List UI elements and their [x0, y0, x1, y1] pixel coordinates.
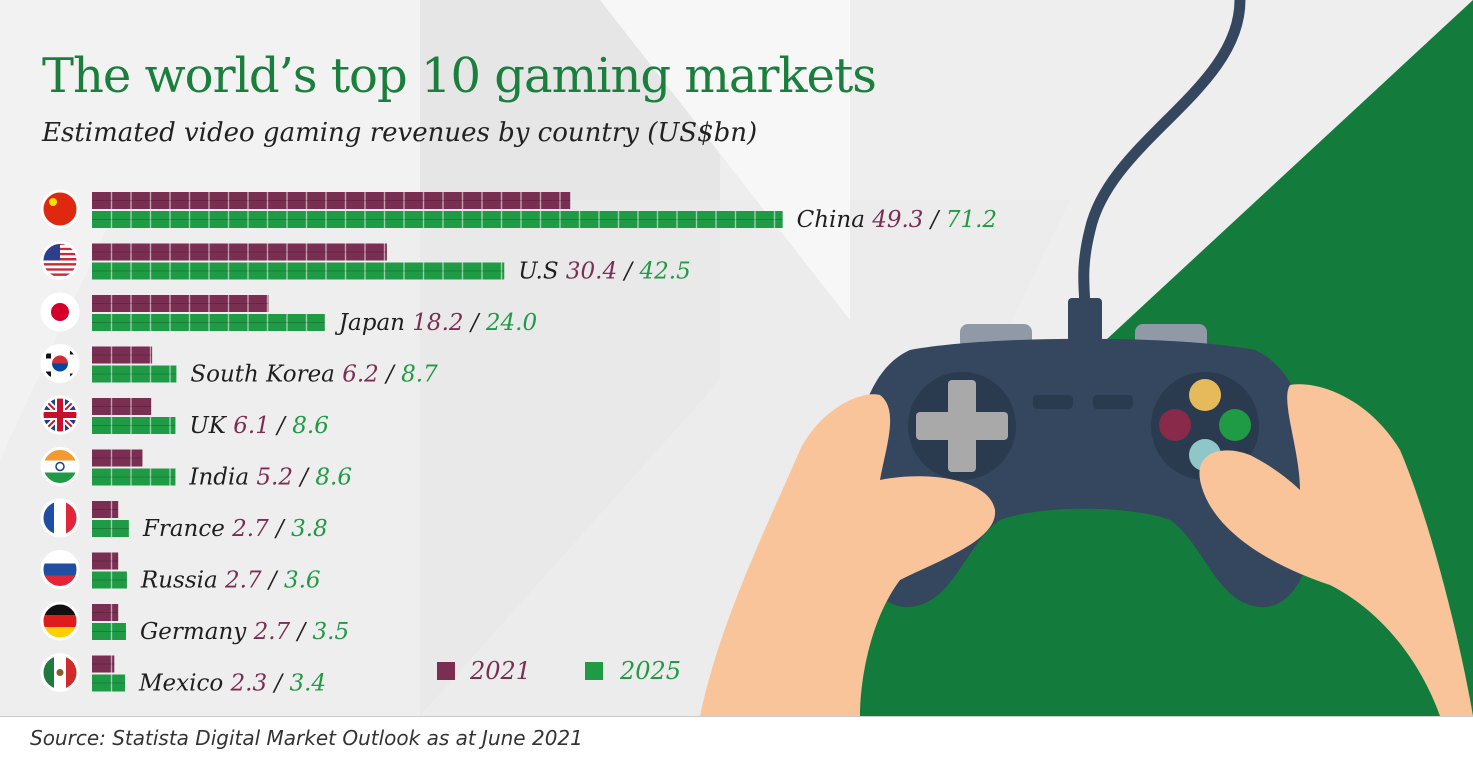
value-separator: /	[293, 465, 315, 491]
value-2025-label: 3.6	[284, 568, 321, 594]
mexico-flag-icon	[40, 653, 80, 692]
value-separator: /	[617, 259, 639, 285]
bar-2021-2	[92, 295, 269, 312]
country-label-0: China 49.3 / 71.2	[797, 207, 997, 233]
value-separator: /	[464, 310, 486, 336]
germany-flag-icon	[40, 601, 80, 641]
bar-2021-7	[92, 552, 119, 570]
infographic: The world’s top 10 gaming markets Estima…	[0, 0, 1473, 716]
uk-flag-icon	[40, 395, 80, 435]
country-name: UK	[189, 413, 233, 439]
china-flag-icon	[40, 189, 80, 229]
value-2021-label: 6.2	[342, 362, 379, 388]
bar-2025-9	[92, 674, 125, 692]
japan-flag-icon	[40, 292, 80, 332]
value-separator: /	[262, 568, 284, 594]
legend-swatch-2021	[437, 662, 455, 680]
bar-2021-0	[92, 192, 571, 209]
bar-2025-1	[92, 262, 505, 280]
bar-2021-4	[92, 398, 152, 415]
value-2021-label: 2.3	[230, 671, 268, 697]
country-label-5: India 5.2 / 8.6	[188, 465, 352, 491]
value-2021-label: 2.7	[231, 516, 269, 542]
bar-2025-7	[92, 571, 127, 589]
bar-2021-9	[92, 655, 115, 673]
value-2025-label: 8.6	[292, 413, 329, 439]
bar-2025-2	[92, 314, 325, 331]
us-flag-icon	[40, 241, 80, 280]
controller-cable	[1078, 0, 1246, 316]
country-label-4: UK 6.1 / 8.6	[189, 413, 328, 439]
value-2025-label: 8.6	[315, 465, 352, 491]
bar-2025-0	[92, 211, 783, 228]
legend-label-2021: 2021	[469, 657, 531, 685]
value-2021-label: 2.7	[224, 568, 262, 594]
value-2021-label: 6.1	[233, 413, 270, 439]
value-2025-label: 3.8	[291, 516, 328, 542]
bar-2025-3	[92, 365, 177, 383]
value-2025-label: 42.5	[639, 259, 691, 285]
india-flag-icon	[40, 447, 80, 486]
value-separator: /	[379, 362, 401, 388]
russia-flag-icon	[40, 550, 80, 589]
country-label-3: South Korea 6.2 / 8.7	[190, 362, 438, 388]
bar-chart: China 49.3 / 71.2 U.S 30.4 / 42.5 Japan 18…	[40, 189, 997, 697]
value-separator: /	[923, 207, 945, 233]
bar-2025-5	[92, 468, 176, 486]
france-flag-icon	[40, 498, 80, 538]
value-2021-label: 18.2	[412, 310, 463, 336]
left-hand-illustration	[700, 394, 996, 716]
bar-2021-8	[92, 604, 119, 621]
value-2021-label: 49.3	[871, 207, 923, 233]
bar-2021-6	[92, 501, 119, 518]
country-name: India	[188, 465, 256, 491]
value-2025-label: 24.0	[485, 310, 537, 336]
value-2025-label: 3.5	[313, 619, 350, 645]
country-name: South Korea	[190, 362, 342, 388]
country-label-8: Germany 2.7 / 3.5	[140, 619, 349, 645]
value-2025-label: 71.2	[946, 207, 997, 233]
south-korea-flag-icon	[40, 344, 80, 383]
value-2025-label: 8.7	[401, 362, 438, 388]
bar-2025-6	[92, 520, 129, 537]
country-name: France	[142, 516, 232, 542]
country-name: Germany	[140, 619, 254, 645]
value-2025-label: 3.4	[289, 671, 326, 697]
right-hand-illustration	[1199, 384, 1473, 716]
footer-divider	[0, 716, 1473, 717]
chart-title: The world’s top 10 gaming markets	[42, 48, 877, 104]
chart-subtitle: Estimated video gaming revenues by count…	[42, 118, 758, 148]
country-name: Japan	[335, 310, 413, 336]
country-label-9: Mexico 2.3 / 3.4	[138, 671, 326, 697]
legend-label-2025: 2025	[619, 657, 681, 685]
country-label-6: France 2.7 / 3.8	[142, 516, 328, 542]
country-name: Mexico	[138, 671, 231, 697]
value-separator: /	[269, 516, 291, 542]
value-2021-label: 2.7	[253, 619, 291, 645]
value-separator: /	[267, 671, 289, 697]
bar-2021-5	[92, 449, 143, 467]
country-label-7: Russia 2.7 / 3.6	[140, 568, 321, 594]
country-name: U.S	[518, 259, 566, 285]
country-name: China	[797, 207, 873, 233]
value-separator: /	[270, 413, 292, 439]
country-name: Russia	[140, 568, 225, 594]
source-note: Source: Statista Digital Market Outlook …	[30, 726, 583, 750]
bar-2021-3	[92, 346, 153, 364]
legend: 2021 2025	[437, 657, 681, 685]
value-separator: /	[290, 619, 312, 645]
bar-2025-4	[92, 417, 176, 434]
value-2021-label: 5.2	[256, 465, 293, 491]
country-label-2: Japan 18.2 / 24.0	[335, 310, 537, 336]
country-label-1: U.S 30.4 / 42.5	[518, 259, 690, 285]
bar-2025-8	[92, 623, 126, 640]
legend-swatch-2025	[585, 662, 603, 680]
value-2021-label: 30.4	[566, 259, 617, 285]
bar-2021-1	[92, 243, 387, 261]
